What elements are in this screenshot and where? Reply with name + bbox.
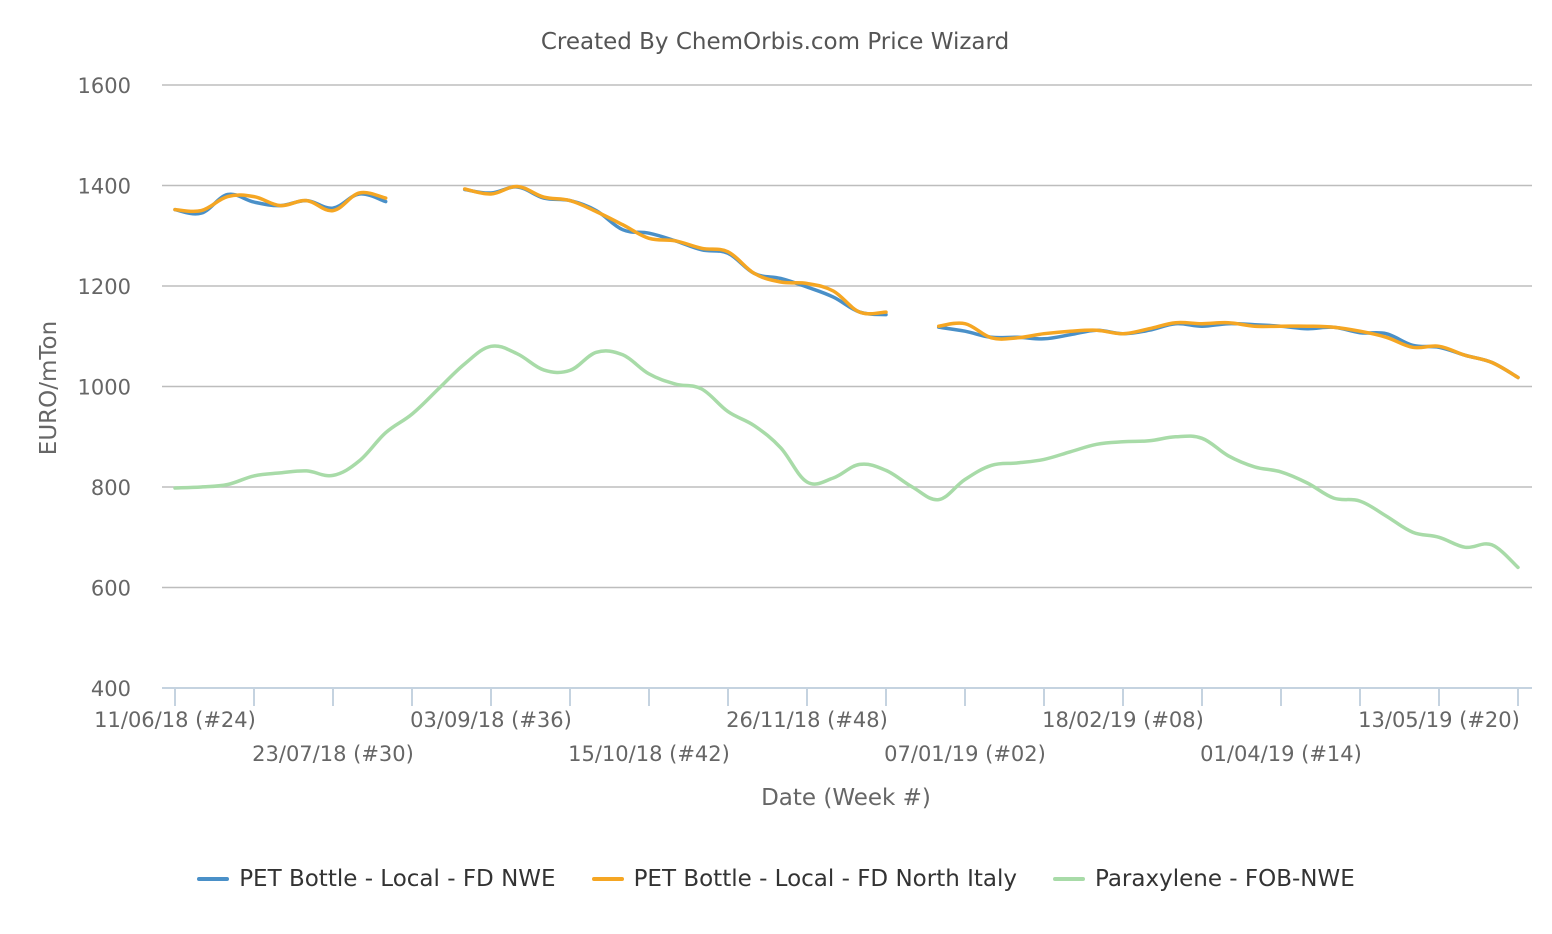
legend-item[interactable]: PET Bottle - Local - FD North Italy [591,866,1017,892]
y-axis-label: EURO/mTon [36,321,62,455]
y-tick-label: 1000 [78,376,131,400]
series-lines [173,184,1520,570]
x-tick-label: 01/04/19 (#14) [1200,742,1362,766]
y-axis: 400 600 800 1000 1200 1400 1600 [78,74,131,701]
chart-title: Created By ChemOrbis.com Price Wizard [541,29,1009,55]
x-tick-label: 11/06/18 (#24) [94,708,256,732]
series-line-segment [462,184,888,316]
grid-lines [162,84,1532,589]
y-tick-label: 800 [91,476,131,500]
legend-item[interactable]: Paraxylene - FOB-NWE [1053,866,1355,892]
x-tick-label: 03/09/18 (#36) [410,708,572,732]
legend-swatch [197,877,230,881]
y-tick-label: 400 [91,677,131,701]
series-line-segment [936,321,1520,380]
y-tick-label: 1600 [78,74,131,98]
y-tick-label: 1400 [78,175,131,199]
legend-swatch [591,877,624,881]
y-tick-label: 1200 [78,275,131,299]
y-tick-label: 600 [91,577,131,601]
x-tick-label: 23/07/18 (#30) [252,742,414,766]
legend-label: PET Bottle - Local - FD North Italy [633,866,1017,892]
legend-label: PET Bottle - Local - FD NWE [239,866,556,892]
series-1 [173,184,1520,380]
series-line-segment [173,190,388,214]
legend-item[interactable]: PET Bottle - Local - FD NWE [197,866,556,892]
series-line-segment [936,320,1520,380]
series-0 [173,185,1520,380]
legend-label: Paraxylene - FOB-NWE [1095,866,1355,892]
series-line-segment [462,185,888,317]
legend: PET Bottle - Local - FD NWE PET Bottle - … [0,866,1552,892]
x-tick-label: 07/01/19 (#02) [884,742,1046,766]
series-line-segment [173,344,1520,570]
x-tick-label: 26/11/18 (#48) [726,708,888,732]
x-tick-label: 15/10/18 (#42) [568,742,730,766]
x-axis-label: Date (Week #) [761,785,931,811]
series-2 [173,344,1520,570]
x-axis: 11/06/18 (#24) 23/07/18 (#30) 03/09/18 (#3… [94,687,1532,766]
x-tick-label: 13/05/19 (#20) [1358,708,1520,732]
legend-swatch [1053,877,1085,881]
x-tick-label: 18/02/19 (#08) [1042,708,1204,732]
